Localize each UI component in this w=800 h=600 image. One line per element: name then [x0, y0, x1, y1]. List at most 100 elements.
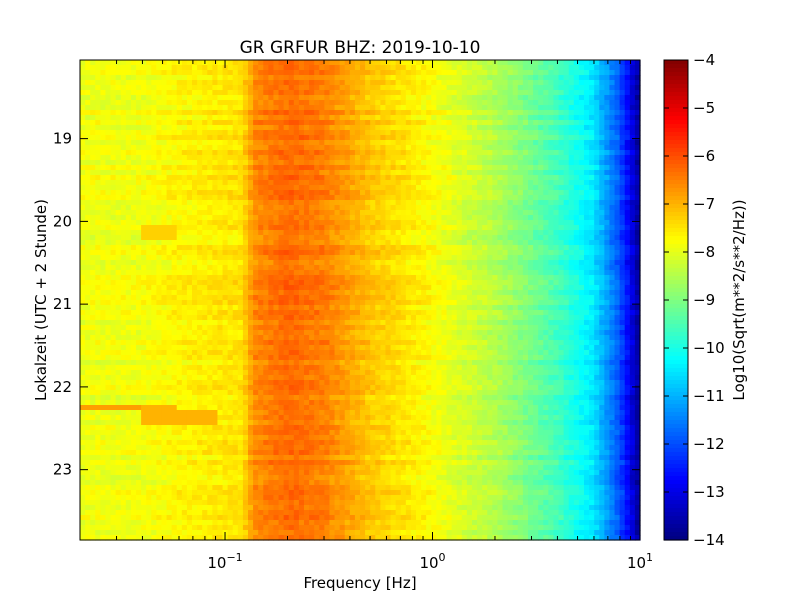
heatmap-cell	[85, 105, 91, 111]
heatmap-cell	[461, 85, 468, 91]
heatmap-cell	[446, 180, 453, 186]
heatmap-cell	[263, 225, 269, 231]
heatmap-cell	[482, 105, 488, 111]
heatmap-cell	[85, 185, 91, 191]
heatmap-cell	[273, 270, 280, 276]
heatmap-cell	[339, 220, 346, 226]
heatmap-cell	[253, 115, 259, 121]
heatmap-cell	[202, 275, 208, 281]
heatmap-cell	[227, 70, 234, 76]
heatmap-cell	[278, 215, 285, 221]
heatmap-cell	[136, 155, 142, 161]
heatmap-cell	[85, 190, 91, 196]
heatmap-cell	[141, 170, 147, 176]
heatmap-cell	[482, 265, 488, 271]
heatmap-cell	[263, 270, 269, 276]
heatmap-cell	[253, 250, 259, 256]
heatmap-cell	[604, 240, 611, 246]
heatmap-cell	[227, 95, 234, 101]
heatmap-cell	[293, 155, 300, 161]
heatmap-cell	[390, 230, 397, 236]
heatmap-cell	[604, 190, 611, 196]
heatmap-cell	[85, 155, 91, 161]
heatmap-cell	[130, 280, 137, 286]
heatmap-cell	[533, 100, 539, 106]
heatmap-cell	[599, 90, 605, 96]
heatmap-cell	[492, 145, 499, 151]
heatmap-cell	[507, 110, 514, 116]
heatmap-cell	[237, 280, 244, 286]
heatmap-cell	[354, 175, 361, 181]
heatmap-cell	[304, 65, 310, 71]
heatmap-cell	[115, 155, 122, 161]
heatmap-cell	[161, 275, 168, 281]
heatmap-cell	[533, 110, 539, 116]
heatmap-cell	[563, 265, 570, 271]
heatmap-cell	[181, 205, 188, 211]
heatmap-cell	[80, 245, 86, 251]
heatmap-cell	[517, 140, 524, 146]
heatmap-cell	[624, 240, 631, 246]
heatmap-cell	[614, 265, 621, 271]
heatmap-cell	[227, 240, 234, 246]
heatmap-cell	[237, 190, 244, 196]
heatmap-cell	[446, 215, 453, 221]
heatmap-cell	[375, 185, 381, 191]
heatmap-cell	[176, 280, 183, 286]
heatmap-cell	[431, 210, 437, 216]
heatmap-cell	[563, 85, 570, 91]
heatmap-cell	[232, 190, 239, 196]
heatmap-cell	[594, 155, 600, 161]
heatmap-cell	[319, 205, 325, 211]
heatmap-cell	[365, 125, 371, 131]
heatmap-cell	[90, 105, 96, 111]
heatmap-cell	[599, 100, 605, 106]
heatmap-cell	[390, 120, 397, 126]
heatmap-cell	[461, 145, 468, 151]
heatmap-cell	[634, 215, 641, 221]
heatmap-cell	[115, 185, 122, 191]
heatmap-cell	[410, 60, 417, 66]
heatmap-cell	[212, 270, 219, 276]
heatmap-cell	[634, 275, 641, 281]
heatmap-cell	[232, 255, 239, 261]
heatmap-cell	[431, 65, 437, 71]
heatmap-cell	[349, 235, 356, 241]
heatmap-cell	[568, 260, 575, 266]
heatmap-cell	[385, 210, 392, 216]
heatmap-cell	[197, 180, 203, 186]
heatmap-cell	[181, 150, 188, 156]
heatmap-cell	[237, 95, 244, 101]
heatmap-cell	[125, 170, 132, 176]
heatmap-cell	[461, 155, 468, 161]
heatmap-cell	[609, 115, 616, 121]
heatmap-cell	[543, 90, 549, 96]
heatmap-cell	[90, 205, 96, 211]
heatmap-cell	[166, 115, 173, 121]
heatmap-cell	[263, 245, 269, 251]
heatmap-cell	[599, 185, 605, 191]
heatmap-cell	[578, 240, 585, 246]
heatmap-cell	[278, 105, 285, 111]
heatmap-cell	[365, 110, 371, 116]
heatmap-cell	[344, 150, 351, 156]
heatmap-cell	[161, 230, 168, 236]
heatmap-cell	[166, 70, 173, 76]
heatmap-cell	[492, 65, 499, 71]
heatmap-cell	[110, 255, 117, 261]
heatmap-cell	[395, 100, 402, 106]
heatmap-cell	[105, 125, 112, 131]
heatmap-cell	[390, 210, 397, 216]
heatmap-cell	[192, 180, 198, 186]
heatmap-cell	[100, 190, 107, 196]
heatmap-cell	[502, 140, 509, 146]
heatmap-cell	[380, 130, 387, 136]
heatmap-cell	[115, 110, 122, 116]
heatmap-cell	[548, 220, 555, 226]
heatmap-cell	[146, 80, 152, 86]
heatmap-cell	[365, 240, 371, 246]
heatmap-cell	[268, 75, 275, 81]
heatmap-cell	[324, 240, 331, 246]
heatmap-cell	[522, 165, 529, 171]
heatmap-cell	[95, 60, 101, 66]
